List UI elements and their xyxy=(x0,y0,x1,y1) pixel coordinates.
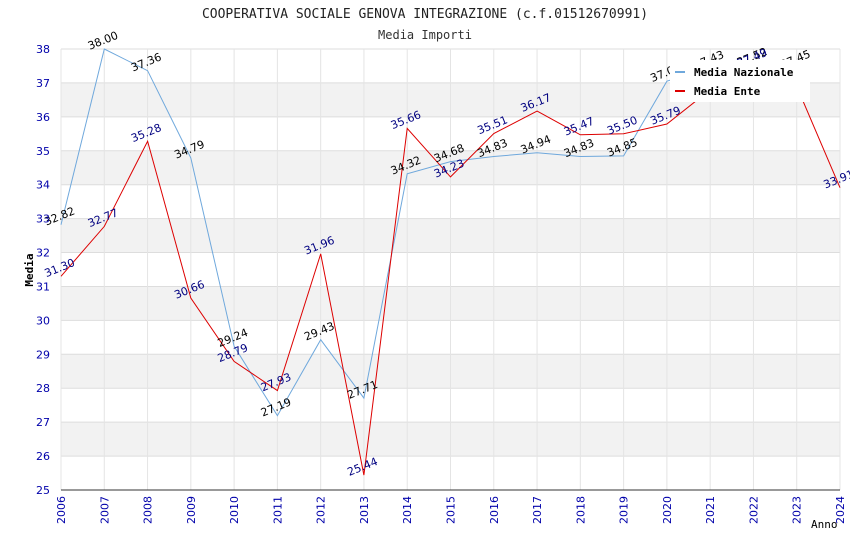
y-axis-label: Media xyxy=(23,253,36,286)
x-tick-label: 2007 xyxy=(98,496,111,524)
x-tick-label: 2006 xyxy=(55,496,68,524)
y-tick-label: 28 xyxy=(36,382,50,395)
tick-labels: 25 26 27 28 29 30 31 32 33 34 35 36 37 38 2006 2007 2008… xyxy=(36,43,847,524)
legend: Media Nazionale Media Ente xyxy=(670,60,810,102)
x-tick-label: 2024 xyxy=(834,496,847,524)
x-tick-label: 2008 xyxy=(142,496,155,524)
x-tick-label: 2023 xyxy=(791,496,804,524)
y-tick-label: 33 xyxy=(36,213,50,226)
x-tick-label: 2017 xyxy=(531,496,544,524)
y-tick-label: 35 xyxy=(36,145,50,158)
data-label: 29.43 xyxy=(302,320,336,344)
x-tick-label: 2016 xyxy=(488,496,501,524)
chart-title: COOPERATIVA SOCIALE GENOVA INTEGRAZIONE … xyxy=(202,7,648,22)
x-tick-label: 2020 xyxy=(661,496,674,524)
x-tick-label: 2009 xyxy=(185,496,198,524)
data-label: 27.19 xyxy=(259,396,293,420)
legend-box xyxy=(670,60,810,102)
legend-entry: Media Ente xyxy=(694,85,761,98)
x-tick-label: 2015 xyxy=(445,496,458,524)
x-axis-label: Anno xyxy=(811,518,838,531)
legend-entry: Media Nazionale xyxy=(694,66,794,79)
data-label: 31.30 xyxy=(43,256,77,280)
y-tick-label: 31 xyxy=(36,280,50,293)
x-tick-label: 2011 xyxy=(271,496,284,524)
y-tick-label: 34 xyxy=(36,179,50,192)
x-tick-label: 2018 xyxy=(574,496,587,524)
x-tick-label: 2021 xyxy=(704,496,717,524)
x-tick-label: 2013 xyxy=(358,496,371,524)
data-label: 25.44 xyxy=(346,455,380,479)
y-tick-label: 26 xyxy=(36,450,50,463)
y-tick-label: 32 xyxy=(36,247,50,260)
x-tick-label: 2010 xyxy=(228,496,241,524)
data-label: 35.28 xyxy=(129,121,163,145)
y-tick-label: 36 xyxy=(36,111,50,124)
y-tick-label: 29 xyxy=(36,348,50,361)
data-label: 37.36 xyxy=(129,51,163,75)
x-tick-label: 2019 xyxy=(618,496,631,524)
x-tick-label: 2022 xyxy=(747,496,760,524)
y-tick-label: 30 xyxy=(36,314,50,327)
y-tick-label: 25 xyxy=(36,484,50,497)
y-tick-label: 37 xyxy=(36,77,50,90)
x-tick-label: 2014 xyxy=(401,496,414,524)
x-tick-label: 2012 xyxy=(315,496,328,524)
y-tick-label: 27 xyxy=(36,416,50,429)
y-tick-label: 38 xyxy=(36,43,50,56)
chart-subtitle: Media Importi xyxy=(378,28,472,42)
